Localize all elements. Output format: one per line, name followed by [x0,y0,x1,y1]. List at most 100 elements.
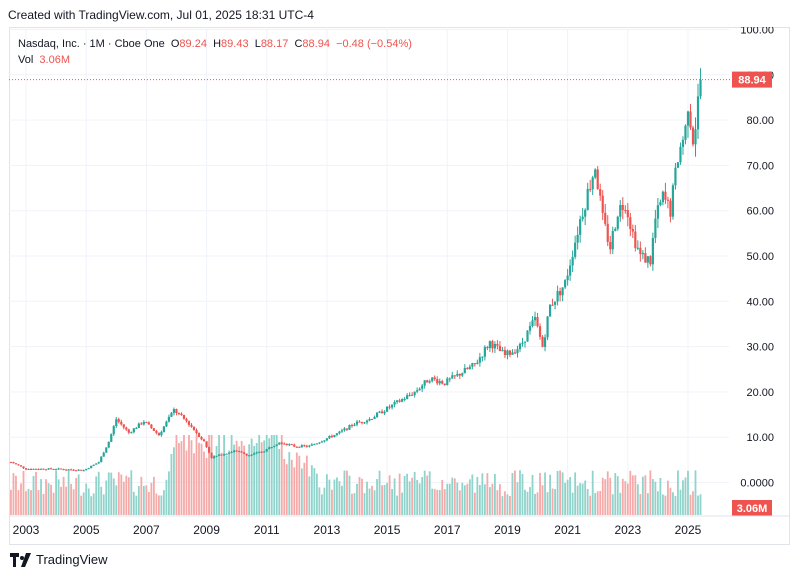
volume-bar [135,495,138,515]
volume-bar [619,492,622,515]
candle-body [538,326,542,337]
volume-bar [198,442,200,515]
volume-bar [175,435,178,515]
candle-body [478,357,481,363]
volume-bar [478,484,481,515]
time-tick-label: 2017 [434,523,461,537]
vol-value: 3.06M [39,54,70,66]
volume-bar [85,483,88,515]
volume-bar [448,483,451,515]
volume-bar [531,475,534,515]
candle-body [378,411,381,413]
volume-bar [672,492,674,515]
candle-body [594,169,597,178]
close-label: C [294,38,303,50]
volume-bar [193,453,195,515]
volume-bar [183,435,185,515]
volume-bar [376,478,378,515]
volume-bar [195,435,198,515]
candle-body [240,451,243,453]
candle-body [566,275,569,281]
candle-body [238,451,241,453]
volume-bar [47,483,50,515]
volume-bar [348,475,351,515]
candle-body [22,466,25,469]
tradingview-logo[interactable]: TradingView [10,552,108,567]
candle-body [486,347,489,349]
volume-bar [42,493,45,515]
candle-body [531,320,534,326]
candle-body [388,406,391,408]
candle-body [684,125,687,140]
candle-body [666,199,670,201]
candle-body [135,428,138,430]
candle-body [54,469,58,471]
candle-body [596,169,599,190]
candle-body [601,195,604,213]
volume-bar [431,488,434,515]
volume-bar [501,496,504,515]
volume-bar [308,476,311,515]
candle-body [383,411,386,414]
candle-body [233,450,236,452]
volume-bar [265,435,268,515]
candle-body [446,378,449,385]
volume-bar [15,475,17,515]
candle-body [431,377,434,382]
candle-body [606,223,609,242]
candle-body [192,426,196,431]
volume-bar [659,477,662,515]
volume-bar [240,441,243,515]
volume-bar [92,493,95,515]
volume-bar [248,444,251,515]
candle-body [9,462,13,464]
price-chart[interactable]: 0.0000 10.00 20.00 30.00 40.00 50.00 60.00 70.0… [9,27,790,545]
volume-bar [147,491,150,515]
volume-bar [125,475,128,515]
candle-body [152,428,155,431]
price-tick-label: 60.00 [746,206,774,218]
price-tick-label: 50.00 [746,251,774,263]
candle-body [140,423,143,425]
candle-body [656,205,659,219]
volume-bar [293,467,296,515]
volume-bar [295,452,298,515]
candle-body [132,428,135,433]
volume-bar [646,493,649,515]
candle-body [12,462,15,464]
volume-bar [60,486,63,515]
volume-bar [561,472,564,515]
time-tick-label: 2019 [494,523,521,537]
volume-bar [509,495,511,515]
candle-body [105,447,108,453]
candle-body [476,362,479,365]
candle-body [335,433,339,435]
candle-body [553,301,557,305]
candle-body [217,454,221,456]
candle-body [195,430,198,434]
candle-body [438,381,441,384]
volume-bar [418,483,421,515]
candle-body [406,395,409,399]
volume-bar [275,435,278,515]
candle-body [95,463,98,465]
price-tick-label: 0.0000 [740,478,774,490]
candle-body [353,424,356,426]
candle-body [120,421,123,425]
volume-bar [260,442,263,515]
candle-body [268,447,271,450]
candle-body [548,304,552,317]
candle-body [17,464,20,466]
candle-body [491,341,494,349]
volume-bar [408,481,411,515]
symbol-label[interactable]: Nasdaq, Inc. · 1M · Cboe One [18,38,165,50]
high-label: H [213,38,222,50]
volume-bar [52,492,55,515]
volume-bar [388,475,391,515]
candle-body [416,390,419,392]
volume-bar [280,435,283,515]
volume-bar [320,494,323,515]
candle-body [426,380,429,383]
candle-body [75,470,78,472]
candle-body [185,418,188,422]
